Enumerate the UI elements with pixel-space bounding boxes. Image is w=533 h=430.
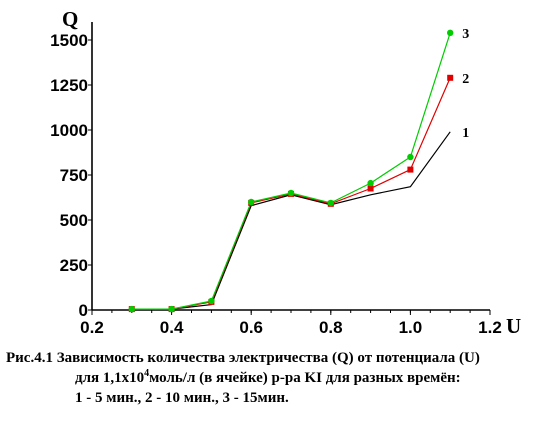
y-tick-label: 1250 [50,76,88,95]
caption-line-3: 1 - 5 мин., 2 - 10 мин., 3 - 15мин. [75,390,289,406]
caption-line-2-end: моль/л (в ячейке) р-ра KI для разных вре… [149,370,461,386]
series-label-2: 2 [462,72,469,87]
series-3-point [407,153,414,161]
caption-line-2-start: для 1,1x10 [75,370,145,386]
x-tick-label: 0.2 [80,318,104,337]
y-tick-label: 500 [60,211,88,230]
series-label-1: 1 [462,126,469,141]
y-tick-label: 0 [79,301,88,320]
series-3-point [128,305,135,313]
series-2-point [407,166,414,173]
y-tick-label: 1000 [50,121,88,140]
series-3-point [287,189,295,197]
x-tick-label: 1.0 [399,318,423,337]
caption-line-2: для 1,1x104моль/л (в ячейке) р-ра KI для… [6,368,531,388]
y-tick-label: 250 [60,256,88,275]
y-tick-label: 750 [60,166,88,185]
x-tick-label: 0.8 [319,318,343,337]
series-2-point [367,185,374,192]
series-3-point [208,297,215,305]
series-line-1 [131,131,451,310]
y-tick-label: 1500 [50,31,88,50]
series-2-point [447,74,454,81]
x-tick-label: 0.6 [239,318,263,337]
caption-exponent: 4 [144,368,150,379]
series-3-point [327,199,334,207]
y-axis-title: Q [62,7,78,31]
caption-line-1: Рис.4.1 Зависимость количества электриче… [6,350,480,366]
series-3-point [447,29,454,36]
series-line-3 [131,32,451,310]
series-3-point [248,198,255,206]
x-tick-label: 1.2 [478,318,502,337]
series-3-point [168,305,175,313]
series-label-3: 3 [462,27,469,42]
x-tick-label: 0.4 [160,318,184,337]
x-axis-title: U [506,314,521,338]
series-3-point [367,179,374,187]
figure-caption: Рис.4.1 Зависимость количества электриче… [6,348,531,408]
